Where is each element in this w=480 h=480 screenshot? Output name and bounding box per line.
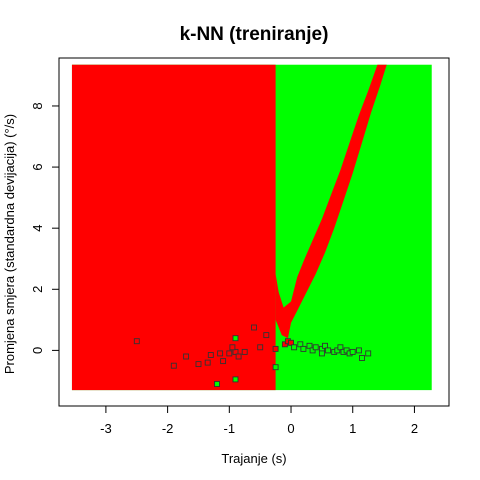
data-point-series-1 — [325, 347, 332, 354]
x-axis-label: Trajanje (s) — [221, 451, 286, 466]
red-region — [71, 64, 276, 391]
data-point-series-1 — [300, 345, 307, 352]
data-point-series-0 — [288, 339, 294, 346]
data-point-series-0 — [263, 332, 270, 339]
decision-regions — [71, 64, 432, 391]
data-point-series-1 — [297, 341, 304, 348]
data-point-series-0 — [281, 341, 288, 348]
x-tick-label: -1 — [224, 421, 236, 436]
data-point-series-1 — [232, 335, 239, 342]
data-point-series-1 — [359, 355, 365, 361]
data-point-series-1 — [306, 342, 313, 349]
data-point-series-1 — [349, 348, 356, 355]
x-tick-label: 1 — [349, 421, 356, 436]
data-point-series-1 — [272, 364, 279, 371]
y-axis-label: Promjena smjera (standardna devijacija) … — [2, 114, 17, 374]
y-tick-label: 0 — [30, 347, 45, 354]
data-point-series-0 — [207, 352, 214, 358]
y-tick-label: 6 — [30, 163, 45, 170]
data-point-series-1 — [214, 381, 220, 387]
data-point-series-0 — [195, 361, 202, 368]
data-point-series-0 — [272, 345, 279, 352]
data-point-series-0 — [257, 344, 264, 351]
data-point-series-1 — [318, 350, 325, 357]
x-tick-label: 2 — [411, 421, 418, 436]
data-point-series-0 — [232, 348, 239, 355]
data-point-series-1 — [232, 376, 239, 383]
data-point-series-1 — [322, 342, 328, 349]
chart-title: k-NN (treniranje) — [180, 24, 329, 45]
data-point-series-0 — [229, 344, 236, 351]
data-point-series-0 — [217, 350, 224, 357]
y-axis: 0 2 4 6 8 — [30, 102, 60, 354]
x-tick-label: 0 — [287, 421, 294, 436]
y-tick-label: 2 — [30, 286, 45, 293]
data-point-series-0 — [204, 359, 211, 366]
data-point-series-1 — [334, 347, 341, 354]
data-point-series-0 — [183, 353, 190, 360]
data-point-series-1 — [343, 347, 350, 354]
y-tick-label: 4 — [30, 225, 45, 232]
data-point-series-0 — [220, 358, 227, 365]
data-point-series-0 — [251, 324, 257, 331]
y-tick-label: 8 — [30, 102, 45, 109]
x-tick-label: -3 — [100, 421, 112, 436]
data-point-series-0 — [235, 353, 242, 360]
data-point-series-1 — [355, 347, 362, 354]
data-point-series-1 — [309, 347, 316, 354]
data-point-series-0 — [226, 350, 233, 357]
data-point-series-1 — [312, 344, 319, 351]
x-axis: -3 -2 -1 0 1 2 — [100, 405, 418, 436]
data-point-series-0 — [170, 362, 177, 369]
data-point-series-1 — [365, 350, 372, 357]
data-points — [133, 324, 372, 387]
data-point-series-1 — [291, 344, 298, 351]
data-point-series-0 — [133, 338, 140, 345]
red-band-region — [275, 64, 387, 339]
x-tick-label: -2 — [162, 421, 174, 436]
data-point-series-0 — [241, 348, 248, 355]
data-point-series-1 — [337, 344, 344, 351]
